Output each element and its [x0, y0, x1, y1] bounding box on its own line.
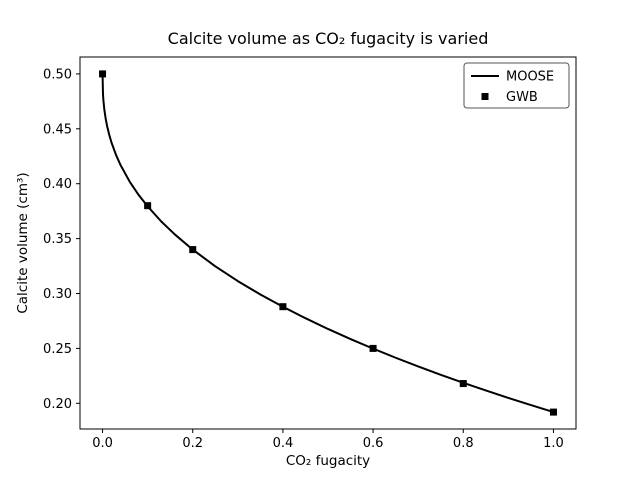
- gwb-marker: [189, 246, 197, 254]
- chart-title: Calcite volume as CO₂ fugacity is varied: [168, 29, 489, 48]
- plot-border: [79, 56, 577, 430]
- gwb-marker: [279, 303, 287, 311]
- x-tick-label: 0.0: [92, 436, 113, 451]
- y-tick-label: 0.25: [43, 342, 72, 357]
- gwb-marker: [99, 70, 107, 78]
- y-tick-label: 0.35: [43, 232, 72, 247]
- x-axis-label: CO₂ fugacity: [286, 453, 370, 469]
- legend-label-gwb: GWB: [506, 90, 538, 105]
- y-tick-label: 0.45: [43, 122, 72, 137]
- gwb-marker: [369, 344, 377, 352]
- y-tick-label: 0.20: [43, 397, 72, 412]
- legend-square-sample-icon: [481, 93, 489, 100]
- y-tick-label: 0.30: [43, 287, 72, 302]
- y-tick-label: 0.50: [43, 67, 72, 82]
- moose-line: [101, 72, 555, 414]
- x-tick-label: 0.4: [273, 436, 294, 451]
- gwb-marker: [144, 202, 152, 210]
- gwb-marker: [549, 408, 557, 416]
- x-tick-label: 0.6: [363, 436, 384, 451]
- x-tick-label: 0.8: [453, 436, 474, 451]
- y-tick-label: 0.40: [43, 177, 72, 192]
- gwb-marker: [459, 380, 467, 388]
- y-axis-label: Calcite volume (cm³): [15, 172, 31, 313]
- x-tick-label: 0.2: [182, 436, 203, 451]
- x-tick-label: 1.0: [543, 436, 564, 451]
- legend-label-moose: MOOSE: [506, 70, 554, 85]
- legend-box: [463, 62, 570, 109]
- legend: MOOSE GWB: [463, 62, 570, 109]
